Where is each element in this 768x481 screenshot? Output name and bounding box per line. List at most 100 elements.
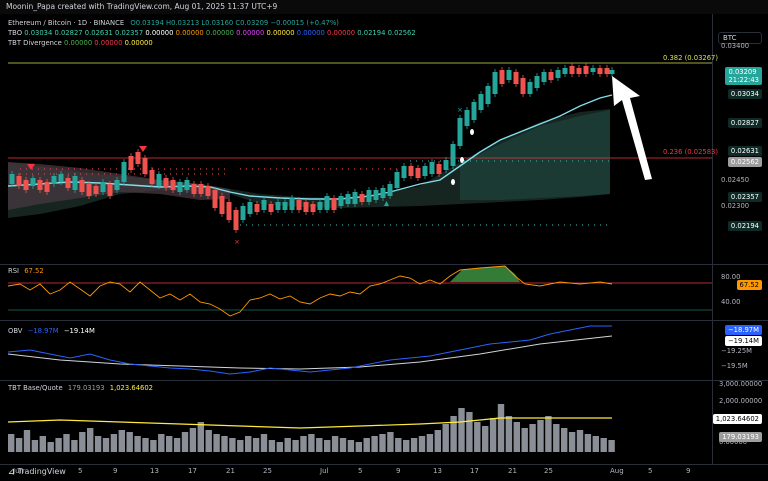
time-axis-label: 25 [544,467,553,475]
price-tick-2: 0.02300 [721,202,750,210]
volume-bar [355,442,362,452]
volume-bar [118,430,125,452]
candle [170,180,176,190]
white-dot-3 [460,157,464,163]
volume-bar [23,430,31,452]
time-axis-label: 21 [226,467,235,475]
obv-legend[interactable]: OBV −18.97M −19.14M [8,327,95,335]
time-axis[interactable]: Jun 5 9 13 17 21 25 Jul 5 9 13 17 21 25 Aug 5 9 [0,464,712,478]
white-dot-2 [470,129,474,135]
time-axis-label: 5 [358,467,363,475]
volume-bar [47,442,54,452]
obv-separator[interactable] [0,320,768,321]
tbt-values: 0.00000 0.00000 0.00000 [64,39,153,47]
obv-tick-1: −19.5M [721,362,748,370]
candle [93,186,99,194]
tbt-legend[interactable]: TBT Divergence 0.00000 0.00000 0.00000 [8,39,153,47]
candle [198,184,204,194]
price-scale[interactable]: 0.03400 0.02450 0.02300 [712,14,768,264]
candle [506,70,512,80]
volume-bar [15,438,23,452]
tbo-legend[interactable]: TBO 0.03034 0.02827 0.02631 0.02357 0.00… [8,29,416,37]
volume-bar [205,430,212,452]
volume-bar [260,434,268,452]
volume-bar [505,416,513,452]
candle [303,202,309,212]
tbo-value-5: 0.00000 [173,29,204,37]
candle [597,68,603,74]
symbol-line[interactable]: Ethereum / Bitcoin · 1D · BINANCE O0.031… [8,19,339,27]
last-price: 0.03209 [728,68,757,76]
volume-bar [55,438,62,452]
volume-scale[interactable]: 3,000.00000 2,000.00000 0.00000 [712,380,768,464]
time-axis-label: 9 [113,467,118,475]
volume-bar [110,434,118,452]
candle [604,68,610,74]
candle [464,110,470,126]
time-axis-label: Jul [320,467,329,475]
candle [492,72,498,94]
tbo-value-12: 0.02562 [385,29,416,37]
candles-group [9,63,615,233]
volume-bar [308,434,315,452]
volume-separator[interactable] [0,380,768,381]
volume-bar [189,428,197,452]
volume-bar [324,440,331,452]
candle [261,200,267,210]
candle [450,144,456,166]
volume-legend[interactable]: TBT Base/Quote 179.03193 1,023.64602 [8,384,153,392]
volume-bar [474,422,481,452]
rsi-value: 67.52 [24,267,44,275]
ma-badge: 0.03034 [727,89,762,99]
volume-bar [426,434,434,452]
volume-bar [458,408,465,452]
candle [443,160,449,170]
tbo-3-badge: 0.02631 [727,146,762,156]
candle [23,180,29,190]
tbo-value-4: 0.00000 [143,29,174,37]
candle [541,72,547,82]
candle [415,168,421,178]
obv-scale[interactable]: −19.25M −19.5M [712,320,768,380]
currency-button[interactable]: BTC [718,32,762,44]
candle [282,202,288,210]
volume-bar [150,440,157,452]
candle [562,68,568,74]
volume-bar [237,440,244,452]
candle [79,180,85,192]
sell-marker-1 [27,164,35,170]
candle [184,180,190,190]
volume-bar [489,418,497,452]
rsi-svg [7,265,712,317]
volume-bar [94,436,102,452]
volume-v2: 1,023.64602 [109,384,153,392]
obv-ma-line [7,335,613,370]
volume-bar [537,420,544,452]
obv-tick-0: −19.25M [721,347,753,355]
volume-bar [276,442,283,452]
price-tick-1: 0.02450 [721,176,750,184]
volume-bar [31,440,39,452]
cloud-fill [8,109,610,218]
tbo-4-badge: 0.02357 [727,192,762,202]
time-axis-label: 17 [188,467,197,475]
gray-badge: 0.02562 [727,157,762,167]
tradingview-logo-icon: ⊿ [8,467,18,476]
main-chart-svg[interactable]: × × [0,14,712,454]
candle [177,182,183,192]
tradingview-brand[interactable]: ⊿ TradingView [8,467,66,476]
volume-bar [79,432,86,452]
candle [310,204,316,212]
tbo-value-1: 0.02827 [52,29,83,37]
rsi-legend[interactable]: RSI 67.52 [8,267,44,275]
candle [513,72,519,84]
symbol-title: Ethereum / Bitcoin · 1D · BINANCE [8,19,125,27]
rsi-scale[interactable]: 80.00 40.00 [712,264,768,320]
candle [72,176,78,190]
candle [9,174,15,184]
candle [226,202,232,220]
candle [233,210,239,230]
rsi-separator[interactable] [0,264,768,265]
volume-bar [197,422,204,452]
candle [380,188,386,198]
